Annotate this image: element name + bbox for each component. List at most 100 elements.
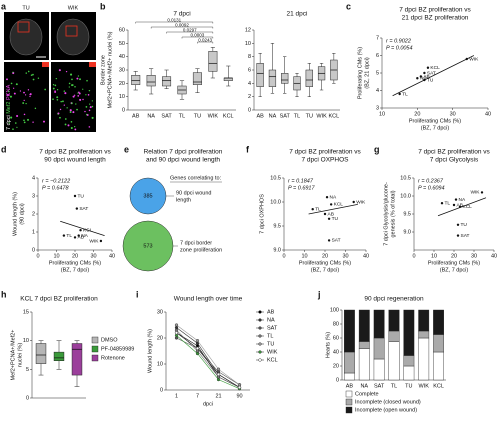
box <box>162 76 172 87</box>
series-marker <box>174 328 179 332</box>
cell-dot <box>70 121 73 123</box>
y-tick-label: 4 <box>32 175 35 181</box>
cell-dot <box>10 82 13 85</box>
bar-segment <box>403 365 415 381</box>
series-marker <box>195 346 200 350</box>
cell-dot <box>82 98 84 101</box>
fit-line <box>392 55 475 97</box>
y-tick-label: 6 <box>376 53 379 59</box>
panel-letter: a <box>1 1 7 11</box>
x-tick-label: 20 <box>322 253 328 259</box>
cell-dot <box>74 125 76 128</box>
bar-segment <box>344 309 355 353</box>
cell-dot <box>19 90 22 92</box>
cell-dot <box>23 113 26 116</box>
series-marker <box>174 326 179 330</box>
p-value: 0.0003 <box>191 33 205 38</box>
cell-dot <box>43 120 45 123</box>
y-tick-label: 30 <box>119 67 125 73</box>
box <box>192 72 202 85</box>
cell-dot <box>91 105 94 108</box>
bar-segment <box>373 309 385 339</box>
cell-dot <box>32 78 35 81</box>
cell-dot <box>71 84 74 87</box>
scatter-point <box>452 203 456 207</box>
x-tick-label: TL <box>391 383 397 389</box>
cell-dot <box>7 90 10 93</box>
x-tick-label: 10 <box>379 111 385 117</box>
point-label: AB <box>328 211 334 217</box>
point-label: TL <box>66 233 72 239</box>
y-axis-label: 7 dpci Glycolysis/glucone- <box>383 182 389 246</box>
legend-swatch <box>91 345 99 353</box>
bar-segment <box>403 309 415 356</box>
x-tick-label: 30 <box>450 111 456 117</box>
y-axis-label: Proliferating CMs (%) <box>357 47 363 99</box>
y-tick-label: 60 <box>119 27 125 33</box>
point-label: KCL <box>83 227 93 233</box>
bar-segment <box>418 337 430 381</box>
x-tick-label: TU <box>194 113 201 119</box>
cell-dot <box>63 104 65 106</box>
y-axis-label: (BZ, 21 dpci) <box>364 57 370 89</box>
cell-dot <box>10 116 13 119</box>
scatter-point <box>465 57 468 61</box>
y-tick-label: 4 <box>376 88 379 94</box>
cell-dot <box>69 73 73 76</box>
x-tick-label: TU <box>405 383 412 389</box>
significance-bracket <box>135 21 214 24</box>
y-tick-label: 0 <box>122 107 125 113</box>
panel-letter: h <box>1 289 7 299</box>
x-tick-label: 0 <box>412 253 415 259</box>
cell-dot <box>23 91 25 94</box>
diagram-heading: Genes correlating to: <box>170 175 222 181</box>
x-tick-label: 0 <box>36 253 39 259</box>
box <box>256 63 264 87</box>
box <box>146 75 156 87</box>
legend-label: TU <box>267 341 274 347</box>
bar-segment <box>373 337 385 360</box>
bar-segment <box>344 372 355 381</box>
legend-marker <box>258 342 262 346</box>
y-tick-label: 9.0 <box>403 229 411 235</box>
x-tick-label: TU <box>306 113 313 119</box>
cell-dot <box>63 90 66 92</box>
scatter-point <box>325 196 329 199</box>
point-label: TU <box>461 222 468 228</box>
cell-dot <box>84 110 86 113</box>
cell-dot <box>69 111 72 114</box>
cell-dot <box>74 85 76 88</box>
cell-dot <box>70 102 72 104</box>
legend-label: KCL <box>267 357 278 363</box>
cell-dot <box>54 84 57 87</box>
scatter-point <box>79 229 82 232</box>
significance-bracket <box>166 31 214 34</box>
legend-marker <box>258 334 262 338</box>
cell-dot <box>64 123 67 126</box>
diagram-title: and 90 dpci wound length <box>146 157 220 164</box>
panel-letter: b <box>100 1 106 11</box>
cell-dot <box>65 71 68 73</box>
cell-dot <box>57 112 60 115</box>
series-marker <box>174 323 179 327</box>
bar-segment <box>344 351 355 374</box>
cell-dot <box>89 106 92 109</box>
x-tick-label: 40 <box>485 111 491 117</box>
point-label: TU <box>332 216 339 222</box>
point-label: SAT <box>332 238 341 244</box>
panel-letter: d <box>1 144 7 154</box>
series-marker <box>216 378 221 382</box>
box <box>223 77 233 81</box>
cell-dot <box>13 87 15 89</box>
legend-label: Incomplete (open wound) <box>355 407 417 413</box>
point-label: WIK <box>469 56 479 62</box>
bar-segment <box>433 351 444 381</box>
zoom-marker <box>42 62 49 67</box>
point-label: AB <box>457 202 463 208</box>
series-marker <box>174 331 179 335</box>
box <box>71 343 83 376</box>
cell-dot <box>27 89 30 91</box>
cell-dot <box>52 98 54 101</box>
cell-dot <box>32 121 34 123</box>
series-marker <box>195 339 200 343</box>
